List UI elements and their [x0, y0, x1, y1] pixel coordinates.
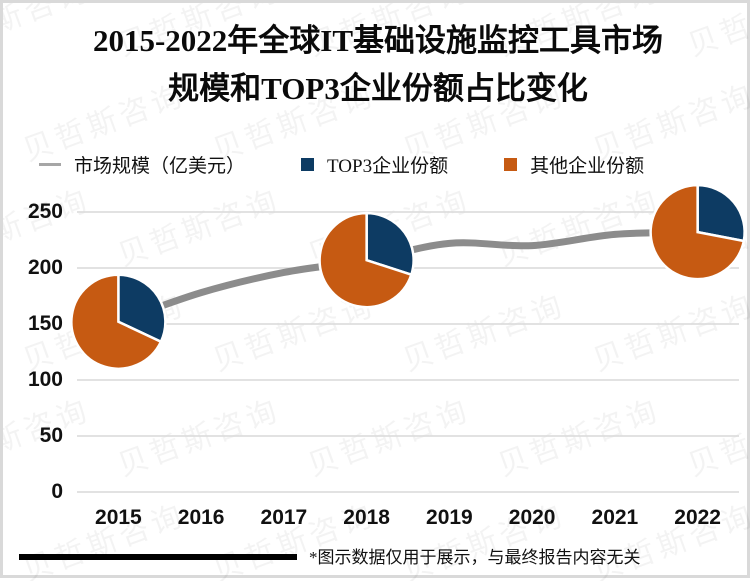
x-axis-tick-label: 2017 — [260, 506, 308, 529]
pie-markers — [70, 183, 746, 370]
y-axis-tick-label: 0 — [51, 480, 63, 503]
chart-legend: 市场规模（亿美元） TOP3企业份额 其他企业份额 — [3, 147, 750, 181]
chart-title-line-2: 规模和TOP3企业份额占比变化 — [168, 71, 588, 106]
chart-footer: *图示数据仅用于展示，与最终报告内容无关 — [3, 543, 750, 581]
x-axis-tick-label: 2019 — [426, 506, 473, 529]
pie-slice — [696, 183, 746, 243]
legend-label-others-share: 其他企业份额 — [530, 155, 645, 177]
y-axis-tick-label: 100 — [27, 368, 63, 391]
legend-label-market-size: 市场规模（亿美元） — [74, 155, 246, 177]
legend-item-others-share[interactable]: 其他企业份额 — [504, 151, 644, 178]
legend-label-top3-share: TOP3企业份额 — [327, 155, 449, 177]
chart-title-line-1: 2015-2022年全球IT基础设施监控工具市场 — [92, 23, 664, 58]
x-axis-tick-label: 2016 — [177, 506, 225, 529]
chart-title: 2015-2022年全球IT基础设施监控工具市场 规模和TOP3企业份额占比变化 — [3, 17, 750, 113]
y-axis-tick-label: 150 — [27, 312, 63, 335]
legend-item-top3-share[interactable]: TOP3企业份额 — [301, 151, 448, 178]
y-axis-tick-label: 50 — [39, 424, 63, 447]
pie-slice — [365, 211, 415, 277]
legend-item-market-size[interactable]: 市场规模（亿美元） — [39, 151, 245, 178]
footer-note: *图示数据仅用于展示，与最终报告内容无关 — [309, 548, 641, 567]
pie-slice — [649, 183, 746, 281]
pie-slice — [70, 273, 163, 370]
x-axis-tick-label: 2022 — [674, 506, 721, 529]
pie-slice — [318, 211, 413, 309]
footer-rule — [19, 554, 297, 560]
y-axis-tick-label: 200 — [27, 256, 63, 279]
x-axis-tick-label: 2020 — [508, 506, 556, 529]
line-marker-icon — [39, 162, 61, 166]
plot-area — [70, 183, 746, 493]
x-axis-tick-label: 2015 — [95, 506, 142, 529]
square-marker-icon — [504, 157, 518, 171]
square-marker-icon — [301, 157, 315, 171]
y-axis-tick-label: 250 — [27, 200, 63, 223]
x-axis-tick-label: 2018 — [343, 506, 390, 529]
x-axis-tick-label: 2021 — [591, 506, 639, 529]
pie-slice — [117, 273, 167, 344]
